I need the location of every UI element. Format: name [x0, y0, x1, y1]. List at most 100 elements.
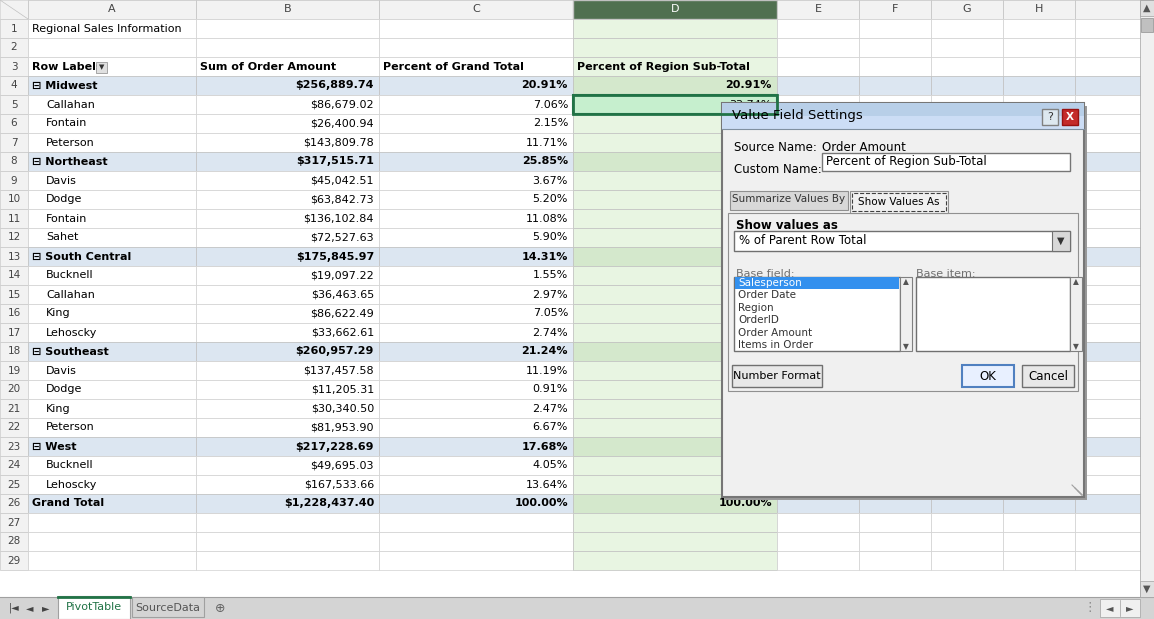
Text: 20: 20 — [7, 384, 21, 394]
Bar — [1003, 190, 1076, 209]
Bar — [196, 190, 379, 209]
Bar — [1003, 532, 1076, 551]
Bar — [0, 152, 28, 171]
Bar — [196, 171, 379, 190]
Bar — [0, 133, 28, 152]
Text: 29: 29 — [7, 555, 21, 566]
Bar — [777, 380, 859, 399]
Bar — [777, 342, 859, 361]
Bar — [196, 475, 379, 494]
Bar — [574, 437, 777, 456]
Bar — [0, 76, 28, 95]
Text: 4.05%: 4.05% — [533, 461, 568, 470]
Bar — [777, 152, 859, 171]
Bar — [900, 277, 912, 351]
Bar — [379, 494, 574, 513]
Text: 14.19%: 14.19% — [729, 176, 772, 186]
Bar — [196, 342, 379, 361]
Text: 49.26%: 49.26% — [729, 308, 772, 319]
Bar — [859, 342, 931, 361]
Text: King: King — [46, 404, 70, 413]
Bar — [931, 228, 1003, 247]
Text: ▲: ▲ — [904, 277, 909, 287]
Text: 14.31%: 14.31% — [522, 251, 568, 261]
Text: 26: 26 — [7, 498, 21, 508]
Bar — [196, 38, 379, 57]
Bar — [728, 213, 1078, 391]
Bar — [58, 596, 130, 619]
Bar — [1003, 285, 1076, 304]
Text: C: C — [472, 4, 480, 14]
Text: 77.12%: 77.12% — [729, 480, 772, 490]
Bar — [379, 475, 574, 494]
Bar — [1003, 19, 1076, 38]
Bar — [379, 0, 574, 19]
Text: $260,957.29: $260,957.29 — [295, 347, 374, 357]
Text: 25: 25 — [7, 480, 21, 490]
Bar — [379, 209, 574, 228]
Text: 11.08%: 11.08% — [525, 214, 568, 223]
Text: Show Values As: Show Values As — [859, 197, 939, 207]
Bar — [850, 191, 947, 213]
Bar — [379, 171, 574, 190]
Text: 21.24%: 21.24% — [522, 347, 568, 357]
Bar — [0, 418, 28, 437]
Bar — [1003, 399, 1076, 418]
Bar — [859, 228, 931, 247]
Bar — [574, 418, 777, 437]
Text: 6.67%: 6.67% — [533, 423, 568, 433]
Bar — [379, 247, 574, 266]
Text: 31.41%: 31.41% — [729, 423, 772, 433]
Bar — [777, 0, 859, 19]
Text: $36,463.65: $36,463.65 — [310, 290, 374, 300]
Text: Davis: Davis — [46, 365, 77, 376]
Bar — [196, 152, 379, 171]
Text: Callahan: Callahan — [46, 100, 95, 110]
Bar — [931, 475, 1003, 494]
Bar — [859, 19, 931, 38]
Text: Bucknell: Bucknell — [46, 461, 93, 470]
Bar — [1003, 266, 1076, 285]
Bar — [777, 418, 859, 437]
Bar — [1003, 380, 1076, 399]
Bar — [777, 228, 859, 247]
Bar — [28, 551, 196, 570]
Bar — [777, 551, 859, 570]
Text: ?: ? — [1047, 112, 1052, 122]
Text: 11: 11 — [7, 214, 21, 223]
Text: Fontain: Fontain — [46, 118, 88, 129]
Text: $136,102.84: $136,102.84 — [304, 214, 374, 223]
Text: 13.64%: 13.64% — [525, 480, 568, 490]
Text: Lehoscky: Lehoscky — [46, 480, 97, 490]
Text: $137,457.58: $137,457.58 — [304, 365, 374, 376]
Bar — [1003, 38, 1076, 57]
Bar — [1003, 0, 1076, 19]
Bar — [28, 456, 196, 475]
Bar — [931, 57, 1003, 76]
Bar — [730, 191, 848, 210]
Text: $1,228,437.40: $1,228,437.40 — [284, 498, 374, 508]
Bar — [1003, 247, 1076, 266]
Bar — [1076, 0, 1154, 19]
Bar — [1076, 551, 1154, 570]
Bar — [379, 228, 574, 247]
Text: 17.68%: 17.68% — [726, 441, 772, 451]
Bar — [0, 209, 28, 228]
Text: Value Field Settings: Value Field Settings — [732, 110, 863, 123]
Bar — [1076, 285, 1154, 304]
Bar — [859, 285, 931, 304]
Text: 2.47%: 2.47% — [532, 404, 568, 413]
Bar — [777, 133, 859, 152]
Bar — [777, 475, 859, 494]
Bar — [1003, 342, 1076, 361]
Bar — [574, 114, 777, 133]
Text: Dodge: Dodge — [46, 384, 82, 394]
Bar — [931, 361, 1003, 380]
Text: 0.91%: 0.91% — [533, 384, 568, 394]
Bar — [777, 361, 859, 380]
Bar — [859, 266, 931, 285]
Text: 7.05%: 7.05% — [533, 308, 568, 319]
Text: Salesperson: Salesperson — [739, 278, 802, 288]
Bar — [1140, 0, 1154, 16]
Bar — [196, 380, 379, 399]
